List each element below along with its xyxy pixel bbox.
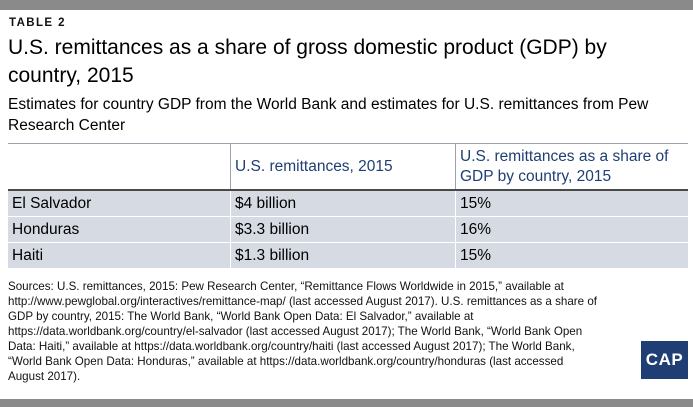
cell-share: 15% (455, 191, 688, 216)
table-header-row: U.S. remittances, 2015 U.S. remittances … (8, 143, 688, 191)
header-cell-remittances: U.S. remittances, 2015 (230, 144, 455, 189)
bottom-frame-bar (0, 399, 693, 407)
cell-share: 16% (455, 217, 688, 242)
cell-country: El Salvador (8, 191, 230, 216)
cell-country: Haiti (8, 243, 230, 268)
table-row: Haiti $1.3 billion 15% (8, 243, 688, 269)
data-table: U.S. remittances, 2015 U.S. remittances … (8, 143, 688, 269)
cell-share: 15% (455, 243, 688, 268)
cell-remittances: $1.3 billion (230, 243, 455, 268)
cap-logo: CAP (641, 341, 688, 379)
table-label: TABLE 2 (9, 17, 66, 29)
sources-note: Sources: U.S. remittances, 2015: Pew Res… (8, 280, 597, 383)
header-cell-share-of-gdp: U.S. remittances as a share of GDP by co… (455, 144, 688, 189)
header-cell-country (8, 144, 230, 189)
top-frame-bar (0, 0, 693, 10)
table-row: Honduras $3.3 billion 16% (8, 217, 688, 243)
table-row: El Salvador $4 billion 15% (8, 191, 688, 217)
table-subtitle: Estimates for country GDP from the World… (8, 96, 649, 134)
cap-logo-text: CAP (645, 350, 684, 369)
cell-remittances: $4 billion (230, 191, 455, 216)
table-title: U.S. remittances as a share of gross dom… (8, 36, 607, 87)
cell-country: Honduras (8, 217, 230, 242)
cell-remittances: $3.3 billion (230, 217, 455, 242)
